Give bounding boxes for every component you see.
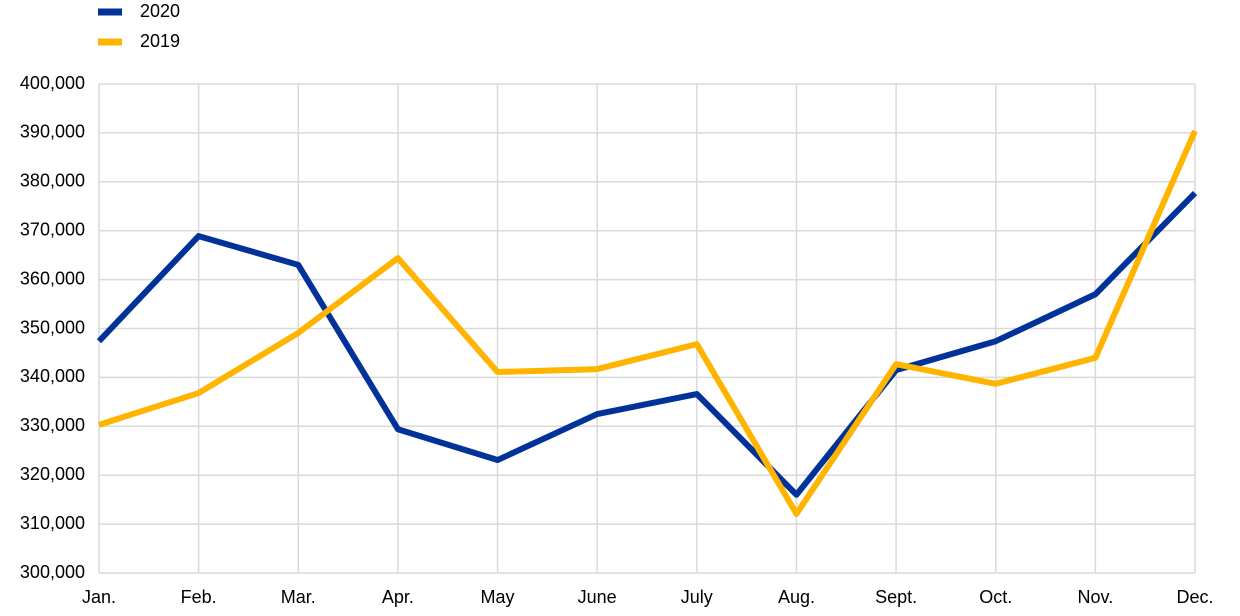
x-tick-label: Aug. (778, 587, 815, 607)
x-tick-label: Feb. (181, 587, 217, 607)
y-tick-label: 310,000 (20, 513, 85, 533)
x-tick-label: Oct. (979, 587, 1012, 607)
y-tick-label: 350,000 (20, 317, 85, 337)
y-tick-label: 370,000 (20, 219, 85, 239)
x-tick-label: June (578, 587, 617, 607)
y-tick-label: 320,000 (20, 464, 85, 484)
y-tick-label: 390,000 (20, 122, 85, 142)
x-tick-label: Sept. (875, 587, 917, 607)
x-tick-label: Jan. (82, 587, 116, 607)
line-series (98, 129, 1198, 517)
legend-label: 2019 (140, 31, 180, 51)
y-tick-label: 330,000 (20, 415, 85, 435)
x-tick-label: Mar. (281, 587, 316, 607)
y-tick-label: 380,000 (20, 171, 85, 191)
x-tick-label: May (481, 587, 515, 607)
x-tick-label: Dec. (1176, 587, 1213, 607)
y-tick-label: 300,000 (20, 562, 85, 582)
line-series (96, 190, 1198, 498)
y-tick-label: 360,000 (20, 268, 85, 288)
y-tick-label: 400,000 (20, 73, 85, 93)
x-tick-label: Nov. (1078, 587, 1114, 607)
x-tick-label: July (681, 587, 713, 607)
legend-label: 2020 (140, 1, 180, 21)
x-tick-label: Apr. (382, 587, 414, 607)
y-tick-label: 340,000 (20, 366, 85, 386)
